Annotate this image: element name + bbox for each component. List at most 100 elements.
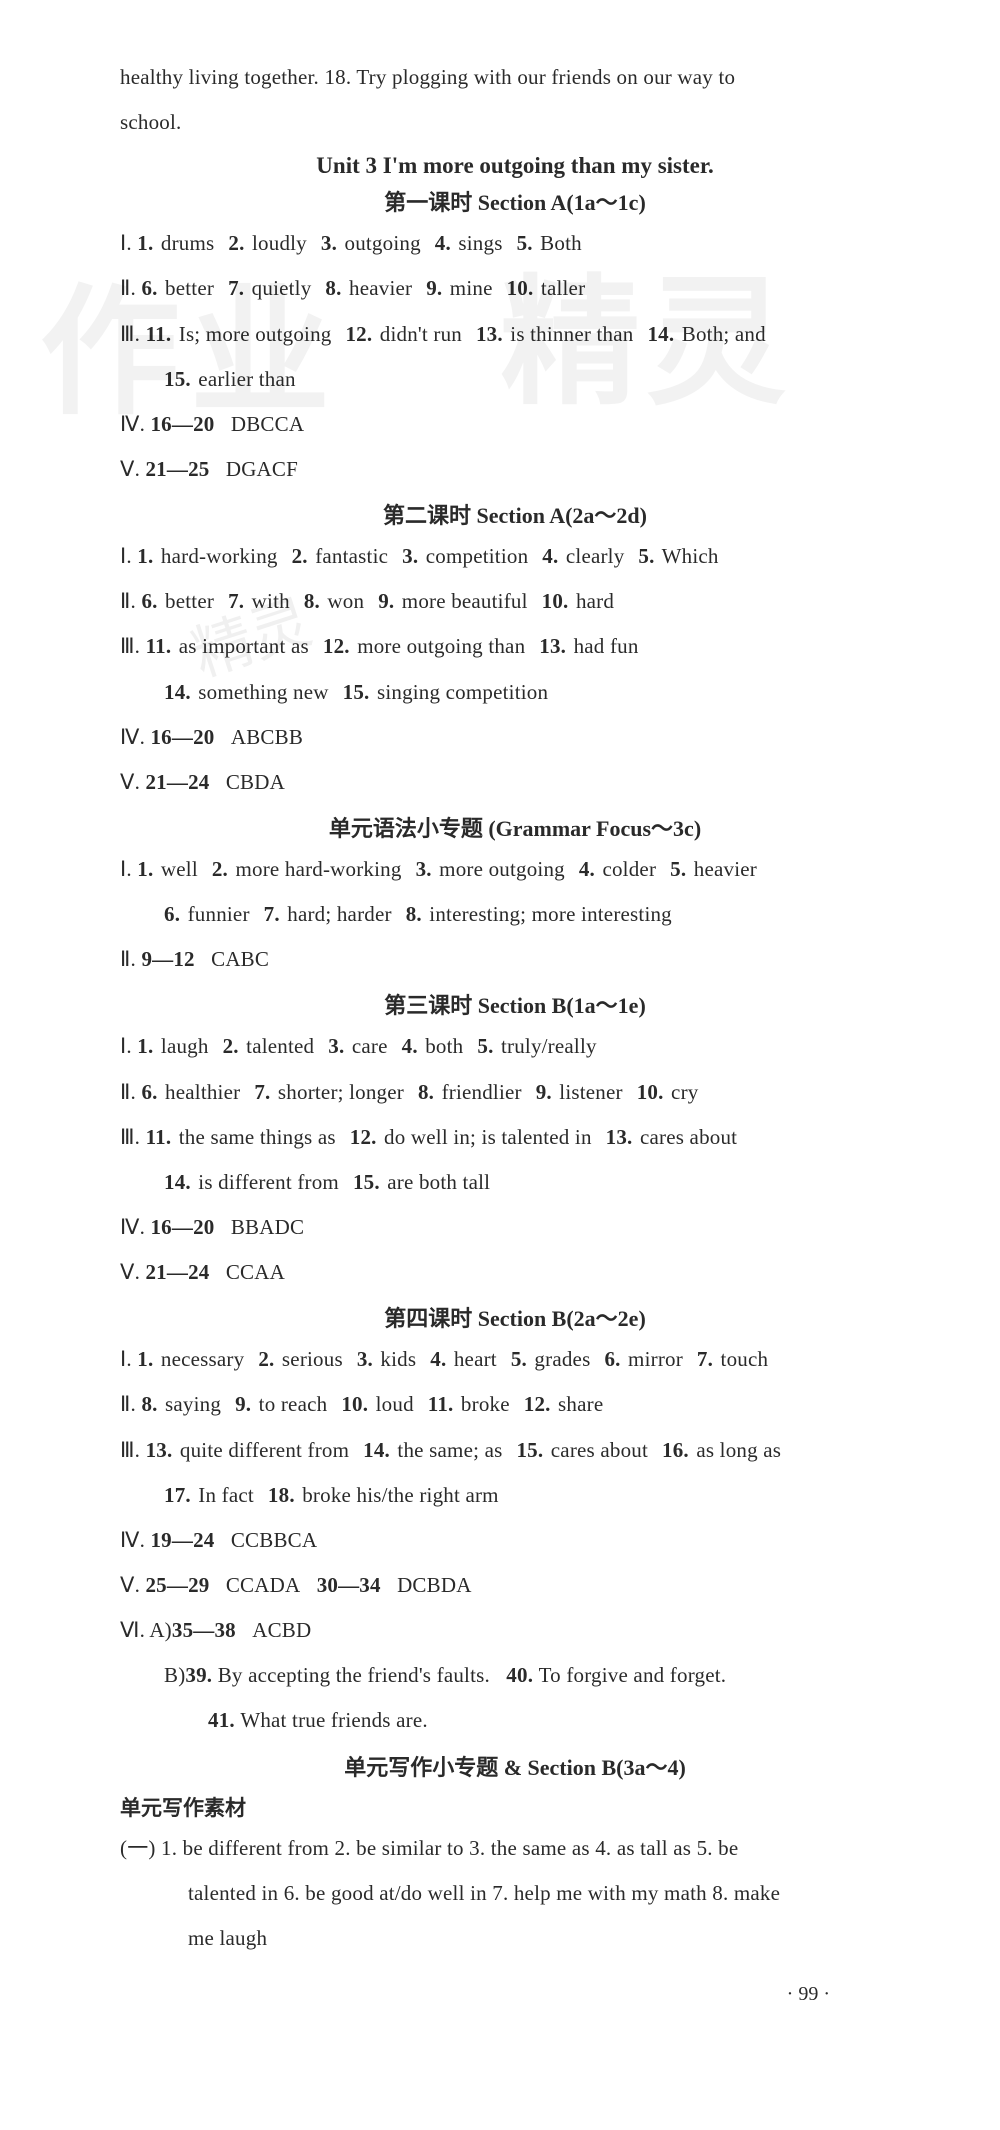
carryover-line-2: school. [120, 100, 910, 145]
answer-row: 14. something new15. singing competition [120, 670, 910, 715]
answer-item: 5. Both [517, 231, 582, 255]
lesson2-title: 第二课时 Section A(2a～2d) [120, 498, 910, 530]
answer-row: Ⅱ. 6. better7. quietly8. heavier9. mine1… [120, 266, 910, 311]
answer-item: 15. cares about [516, 1438, 648, 1462]
roman-numeral: Ⅴ. [120, 1573, 145, 1597]
range: 16—20 [150, 412, 214, 436]
answer-item: 9. listener [536, 1080, 623, 1104]
answer-item: 2. fantastic [292, 544, 389, 568]
answer-item: 1. drums [137, 231, 214, 255]
writing-sub: 单元写作素材 [120, 1792, 910, 1822]
answer-item: 1. laugh [137, 1034, 208, 1058]
answer-item: 8. heavier [325, 276, 412, 300]
lesson4-vi-b-line1: B)39. By accepting the friend's faults. … [120, 1653, 910, 1698]
document-page: 作业 精灵 精灵 healthy living together. 18. Tr… [0, 0, 1000, 2046]
seq: CBDA [226, 770, 285, 794]
answer-item: 8. interesting; more interesting [406, 902, 672, 926]
q41: 41. [208, 1708, 240, 1732]
lesson1-title: 第一课时 Section A(1a～1c) [120, 185, 910, 217]
answer-item: 14. Both; and [647, 322, 765, 346]
vi-a-range: 35—38 [172, 1618, 236, 1642]
roman-numeral: Ⅲ. [120, 322, 146, 346]
answer-row: Ⅳ. 16—20 DBCCA [120, 402, 910, 447]
answer-row: 15. earlier than [120, 357, 910, 402]
answer-item: 11. Is; more outgoing [146, 322, 332, 346]
answer-item: 8. won [304, 589, 364, 613]
answer-item: 10. cry [637, 1080, 699, 1104]
answer-item: 3. competition [402, 544, 528, 568]
answer-item: 4. heart [430, 1347, 497, 1371]
answer-row: Ⅳ. 16—20 BBADC [120, 1205, 910, 1250]
answer-item: 3. care [328, 1034, 387, 1058]
seq: CCADA [226, 1573, 301, 1597]
range: 16—20 [150, 1215, 214, 1239]
lesson3-title: 第三课时 Section B(1a～1e) [120, 988, 910, 1020]
answer-item: 2. serious [258, 1347, 343, 1371]
answer-item: 10. taller [507, 276, 586, 300]
answer-item: 5. Which [638, 544, 718, 568]
answer-row: Ⅰ. 1. necessary2. serious3. kids4. heart… [120, 1337, 910, 1382]
range: 9—12 [141, 947, 194, 971]
roman-numeral: Ⅱ. [120, 1392, 141, 1416]
answer-row: Ⅴ. 21—24 CBDA [120, 760, 910, 805]
writing-row3: me laugh [120, 1916, 910, 1961]
answer-row: Ⅴ. 21—25 DGACF [120, 447, 910, 492]
answer-item: 9. mine [426, 276, 492, 300]
answer-item: 18. broke his/the right arm [268, 1483, 499, 1507]
roman-numeral: Ⅲ. [120, 634, 146, 658]
answer-item: 6. mirror [604, 1347, 682, 1371]
unit-title: Unit 3 I'm more outgoing than my sister. [120, 153, 910, 179]
answer-item: 2. more hard-working [212, 857, 402, 881]
roman-numeral: Ⅳ. [120, 725, 150, 749]
roman-numeral: Ⅰ. [120, 231, 137, 255]
seq: BBADC [231, 1215, 304, 1239]
answer-item: 10. hard [542, 589, 614, 613]
answer-item: 7. with [228, 589, 290, 613]
grammar-title: 单元语法小专题 (Grammar Focus～3c) [120, 811, 910, 843]
range: 25—29 [145, 1573, 209, 1597]
answer-item: 10. loud [341, 1392, 413, 1416]
lesson4-vi-a: Ⅵ. A)35—38 ACBD [120, 1608, 910, 1653]
lesson4-title: 第四课时 Section B(2a～2e) [120, 1301, 910, 1333]
answer-item: 4. clearly [542, 544, 624, 568]
roman-numeral: Ⅰ. [120, 544, 137, 568]
lesson1-body: Ⅰ. 1. drums2. loudly3. outgoing4. sings5… [120, 221, 910, 492]
roman-numeral: Ⅲ. [120, 1125, 146, 1149]
carryover-line-1: healthy living together. 18. Try ploggin… [120, 55, 910, 100]
range2: 30—34 [317, 1573, 381, 1597]
roman-numeral: Ⅰ. [120, 1347, 137, 1371]
answer-item: 9. more beautiful [378, 589, 527, 613]
ans41: What true friends are. [240, 1708, 427, 1732]
roman-numeral: Ⅱ. [120, 947, 141, 971]
q40: 40. [506, 1663, 538, 1687]
lesson4-vi-b-line2: 41. What true friends are. [120, 1698, 910, 1743]
seq: ABCBB [231, 725, 303, 749]
answer-row: Ⅰ. 1. drums2. loudly3. outgoing4. sings5… [120, 221, 910, 266]
answer-item: 8. friendlier [418, 1080, 522, 1104]
lesson4-body: Ⅰ. 1. necessary2. serious3. kids4. heart… [120, 1337, 910, 1608]
roman-numeral: Ⅱ. [120, 589, 141, 613]
vi-a-seq: ACBD [252, 1618, 311, 1642]
answer-item: 3. more outgoing [416, 857, 565, 881]
roman-numeral: Ⅳ. [120, 412, 150, 436]
range: 21—25 [145, 457, 209, 481]
roman-numeral: Ⅰ. [120, 857, 137, 881]
answer-row: Ⅲ. 13. quite different from14. the same;… [120, 1428, 910, 1473]
seq: DBCCA [231, 412, 304, 436]
answer-row: Ⅱ. 6. healthier7. shorter; longer8. frie… [120, 1070, 910, 1115]
answer-item: 17. In fact [164, 1483, 254, 1507]
writing-title: 单元写作小专题 & Section B(3a～4) [120, 1750, 910, 1782]
ans40: To forgive and forget. [539, 1663, 727, 1687]
answer-item: 7. hard; harder [264, 902, 392, 926]
answer-item: 1. hard-working [137, 544, 277, 568]
answer-item: 3. outgoing [321, 231, 421, 255]
range: 16—20 [150, 725, 214, 749]
answer-item: 6. better [141, 276, 214, 300]
answer-row: 6. funnier7. hard; harder8. interesting;… [120, 892, 910, 937]
answer-item: 13. had fun [539, 634, 638, 658]
roman-numeral: Ⅲ. [120, 1438, 146, 1462]
answer-row: Ⅱ. 8. saying9. to reach10. loud11. broke… [120, 1382, 910, 1427]
answer-item: 9. to reach [235, 1392, 327, 1416]
roman-numeral: Ⅴ. [120, 770, 145, 794]
answer-item: 12. do well in; is talented in [350, 1125, 592, 1149]
